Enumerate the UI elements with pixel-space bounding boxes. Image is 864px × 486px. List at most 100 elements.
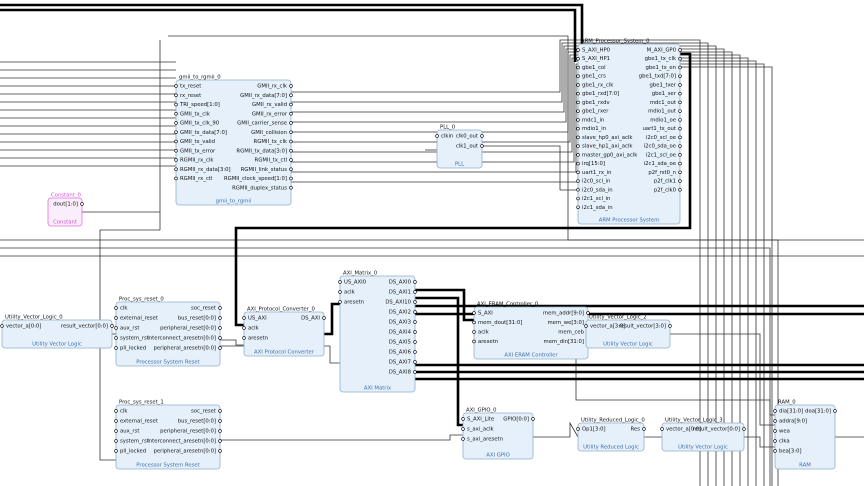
output-port-label: soc_reset: [191, 409, 216, 415]
port: [472, 330, 476, 334]
input-port-label: gbe1_rxer: [582, 109, 609, 115]
wire: [744, 436, 775, 448]
block-body: [243, 311, 325, 357]
input-port-label: slave_hp0_axi_aclk: [582, 135, 633, 141]
port: [218, 306, 222, 310]
port: [174, 158, 178, 162]
output-port-label: DS_AXI0: [389, 280, 412, 286]
port: [576, 135, 580, 140]
output-port-label: GMII_rx_error: [252, 111, 288, 117]
input-port-label: GMII_tx_error: [180, 148, 216, 154]
input-port-label: aclk: [478, 330, 490, 336]
output-port-label: clk0_out: [456, 134, 478, 140]
output-port-label: mdio1_out: [648, 109, 676, 115]
port: [742, 427, 746, 431]
port: [174, 149, 178, 153]
port: [413, 300, 417, 304]
port: [413, 320, 417, 324]
output-port-label: interconnect_aresetn[0:0]: [147, 439, 216, 445]
block-name: AXI_Matrix_0: [343, 271, 378, 277]
input-port-label: mdc1_in: [582, 117, 604, 123]
port: [678, 153, 682, 157]
input-port-label: pll_locked: [120, 346, 146, 352]
port: [114, 316, 118, 320]
port: [678, 135, 682, 140]
wire: [220, 434, 463, 441]
port: [660, 427, 664, 431]
block-body: [47, 197, 83, 227]
input-port-label: GMII_tx_valid: [180, 139, 215, 145]
block-subtitle: AXI Matrix: [364, 386, 391, 392]
output-port-label: DS_AXI10: [385, 300, 411, 306]
output-port-label: GMII_rx_clk: [257, 84, 288, 90]
port: [678, 179, 682, 183]
port: [114, 449, 118, 453]
block-subtitle: PLL: [455, 162, 464, 168]
port: [531, 417, 535, 421]
input-port-label: Op1[3:0]: [582, 427, 606, 433]
wire: [291, 42, 709, 486]
port: [773, 449, 777, 453]
port: [576, 118, 580, 122]
output-port-label: result_vector[0:0]: [61, 324, 108, 330]
port: [678, 188, 682, 192]
port: [338, 290, 342, 294]
input-port-label: s_axi_aresetn: [467, 437, 503, 443]
port: [289, 112, 293, 116]
port: [833, 409, 837, 413]
input-port-label: S_AXI_Lite: [467, 417, 494, 423]
port: [289, 176, 293, 181]
output-port-label: peripheral_reset[0:0]: [160, 326, 216, 332]
port: [461, 437, 465, 441]
port: [576, 427, 580, 431]
input-port-label: aresetn: [344, 300, 364, 306]
block-name: AXI_ERAM_Controller_0: [477, 302, 539, 308]
input-port-label: RGMII_rx_data[3:0]: [180, 167, 231, 173]
output-port-label: GMII_carrier_sense: [237, 121, 287, 127]
output-port-label: mem_din[31:0]: [544, 339, 584, 345]
port: [174, 112, 178, 116]
input-port-label: US_AXI0: [344, 280, 367, 286]
input-port-label: clk: [120, 409, 128, 415]
port: [174, 84, 178, 88]
output-port-label: RGMII_tx_clk: [254, 139, 288, 145]
output-port-label: DS_AXI8: [389, 370, 412, 376]
port: [174, 121, 178, 125]
input-port-label: aclk: [248, 326, 260, 332]
bus-wire: [324, 302, 340, 336]
port: [576, 91, 580, 96]
block-body: [577, 43, 681, 225]
port: [289, 121, 293, 125]
input-port-label: RGMII_rx_ctl: [180, 176, 212, 182]
port: [174, 167, 178, 171]
port: [413, 370, 417, 374]
wire: [291, 63, 765, 486]
port: [289, 158, 293, 162]
port: [413, 280, 417, 284]
wire: [0, 247, 771, 486]
bus-wire: [0, 3, 584, 55]
port: [338, 280, 342, 284]
port: [218, 336, 222, 340]
port: [576, 48, 580, 52]
output-port-label: soc_reset: [191, 306, 216, 312]
input-port-label: TRI_speed[1:0]: [179, 102, 220, 108]
block: PLL_0 PLL clkin clk0_out clk1_out: [435, 125, 484, 169]
port: [480, 134, 484, 138]
input-port-label: GMII_tx_clk: [180, 111, 211, 117]
port: [114, 346, 118, 350]
port: [678, 118, 682, 122]
port: [413, 290, 417, 294]
block-name: Utility_Vector_Logic_2: [589, 315, 647, 321]
input-port-label: gbe1_rx_clk: [582, 82, 614, 88]
block-subtitle: AXI Protocol Converter: [254, 350, 315, 356]
port: [289, 93, 293, 97]
port: [668, 324, 672, 328]
input-port-label: gbe1_crs: [582, 74, 606, 80]
block: Utility_Reduced_Logic_0 Utility Reduced L…: [576, 418, 646, 452]
port: [678, 161, 682, 166]
port: [0, 324, 4, 328]
block-name: gmii_to_rgmii_0: [179, 75, 221, 81]
